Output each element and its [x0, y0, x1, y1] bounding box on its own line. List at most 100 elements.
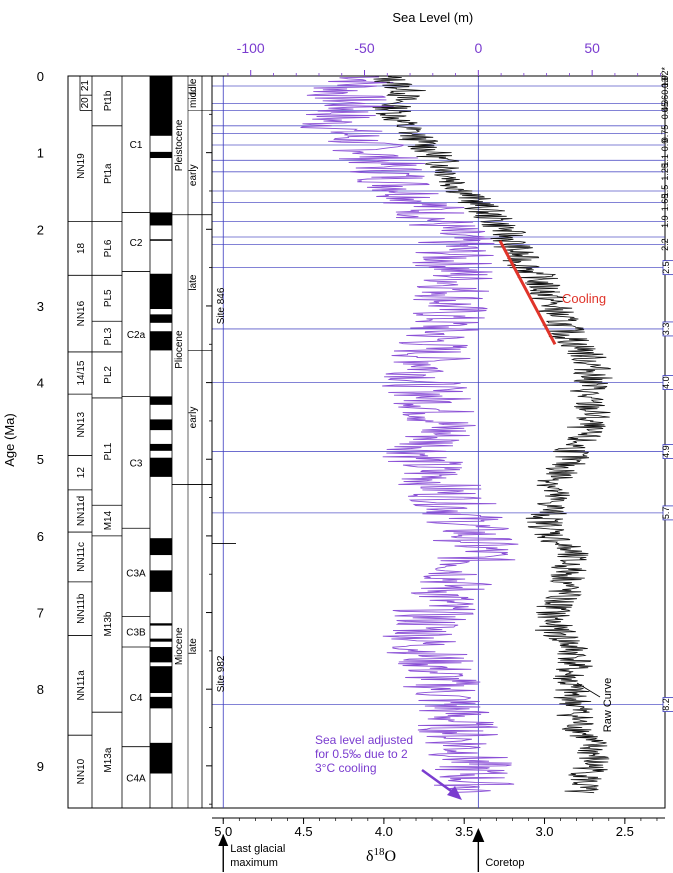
- foram-zone-label: PL5: [103, 289, 114, 307]
- boundary-age-box: [662, 505, 673, 521]
- chron-label: C1: [130, 140, 143, 151]
- age-tick-label: 8: [37, 682, 44, 697]
- sea-level-axis-label: Sea Level (m): [392, 10, 473, 25]
- sea-level-note-2: for 0.5‰ due to 2: [315, 747, 408, 761]
- foram-zone-label: M13b: [103, 611, 114, 636]
- epoch-label: Miocene: [174, 627, 185, 665]
- boundary-age-label: 0.75: [660, 125, 670, 143]
- boundary-age-label: 1.9: [660, 215, 670, 228]
- chron-label: C2a: [127, 330, 146, 341]
- site-label: Site 846: [216, 287, 227, 324]
- nanno-zone-label: NN11a: [76, 670, 87, 701]
- normal-polarity-band: [150, 331, 172, 351]
- age-tick-label: 7: [37, 606, 44, 621]
- delta18o-axis-label: δ18O: [366, 846, 396, 865]
- delta18o-tick-label: 2.5: [616, 824, 634, 839]
- plot-border: [211, 75, 666, 809]
- boundary-age-label: 2.2: [660, 238, 670, 251]
- cooling-trend-line: [498, 240, 557, 345]
- epoch-subdivision-label: l.: [188, 90, 198, 95]
- sea-level-note-arrowhead: [447, 786, 462, 800]
- boundary-age-label: 8.2: [661, 698, 671, 711]
- chron-label: C3: [130, 458, 143, 469]
- nanno-zone-label: NN11c: [76, 542, 87, 572]
- boundary-age-label: 3.3: [661, 323, 671, 336]
- chron-label: C3B: [126, 628, 146, 639]
- nanno-zone-label: NN11d: [76, 496, 87, 526]
- age-tick-label: 5: [37, 452, 44, 467]
- annotations: Last glacial maximum Coretop Cooling Raw Cur…: [218, 67, 673, 872]
- nanno-zone-label: NN10: [76, 758, 87, 784]
- chron-label: C4: [130, 693, 143, 704]
- raw-curve-label: Raw Curve: [602, 678, 614, 732]
- normal-polarity-band: [150, 638, 172, 642]
- sea-level-tick-label: 0: [474, 40, 482, 56]
- boundary-age-label: 0.9: [660, 139, 670, 152]
- boundary-age-box: [662, 321, 673, 337]
- epoch-subdivision-label: late: [188, 638, 199, 655]
- sea-level-tick-label: -50: [354, 40, 374, 56]
- boundary-age-label: 4.9: [661, 445, 671, 458]
- nanno-zone-label: NN19: [76, 153, 87, 179]
- age-tick-label: 1: [37, 146, 44, 161]
- normal-polarity-band: [150, 396, 172, 405]
- normal-polarity-band: [150, 742, 172, 774]
- normal-polarity-band: [150, 538, 172, 556]
- normal-polarity-band: [150, 239, 172, 241]
- nanno-zone-label: NN16: [76, 300, 87, 326]
- boundary-age-box: [662, 444, 673, 459]
- chron-label: C3A: [126, 568, 146, 579]
- chart-frame: [211, 75, 666, 809]
- foram-zone-label: M14: [103, 510, 114, 530]
- epoch-subdivision-label: early: [188, 407, 199, 429]
- cooling-label: Cooling: [562, 291, 606, 306]
- data-series: [300, 75, 613, 794]
- epoch-subdivision-label: late: [188, 274, 199, 291]
- nanno-zone-label: 21: [80, 80, 91, 92]
- normal-polarity-band: [150, 623, 172, 626]
- delta18o-tick-label: 3.0: [535, 824, 553, 839]
- epoch-label: Pleistocene: [174, 119, 185, 171]
- nanno-zone-label: 20: [80, 97, 91, 109]
- stratigraphy-columns: 21 20 NN19 18 NN16 14/15 NN13 12 NN11d NN11c NN11b…: [67, 75, 236, 809]
- reference-lines: [212, 76, 665, 808]
- foram-zone-label: PL6: [103, 239, 114, 257]
- epoch-subdivision-label: early: [188, 164, 199, 186]
- normal-polarity-band: [150, 666, 172, 694]
- normal-polarity-band: [150, 457, 172, 477]
- delta18o-raw-line: [372, 75, 613, 794]
- delta18o-tick-label: 4.5: [295, 824, 313, 839]
- boundary-age-label: 1.25: [660, 163, 670, 181]
- boundary-age-label: 0.13: [660, 77, 670, 95]
- normal-polarity-band: [150, 212, 172, 226]
- age-tick-label: 4: [37, 376, 44, 391]
- normal-polarity-band: [150, 419, 172, 431]
- normal-polarity-band: [150, 273, 172, 310]
- sea-level-tick-label: 50: [584, 40, 600, 56]
- foram-zone-label: M13a: [103, 747, 114, 772]
- age-tick-label: 2: [37, 222, 44, 237]
- nanno-zone-label: 14/15: [76, 360, 87, 385]
- foram-zone-label: PL2: [103, 366, 114, 384]
- age-tick-label: 3: [37, 299, 44, 314]
- sea-level-tick-label: -100: [237, 40, 265, 56]
- lgm-label-1: Last glacial: [230, 843, 285, 855]
- foram-zone-label: PL1: [103, 442, 114, 460]
- foram-zone-label: Pt1a: [103, 163, 114, 184]
- boundary-age-label: 0.02*: [660, 67, 670, 89]
- age-tick-label: 0: [37, 69, 44, 84]
- normal-polarity-band: [150, 314, 172, 323]
- nanno-zone-label: 18: [76, 242, 87, 254]
- boundary-age-label: 2.5: [661, 261, 671, 274]
- nanno-zone-label: 12: [76, 467, 87, 479]
- boundary-age-label: 0.45: [660, 102, 670, 120]
- foram-zone-label: Pt1b: [103, 90, 114, 111]
- chron-label: C4A: [126, 773, 146, 784]
- lgm-label-2: maximum: [230, 857, 278, 869]
- sea-level-note-3: 3°C cooling: [315, 761, 377, 775]
- foram-zone-label: PL3: [103, 327, 114, 345]
- normal-polarity-band: [150, 443, 172, 451]
- normal-polarity-band: [150, 151, 172, 159]
